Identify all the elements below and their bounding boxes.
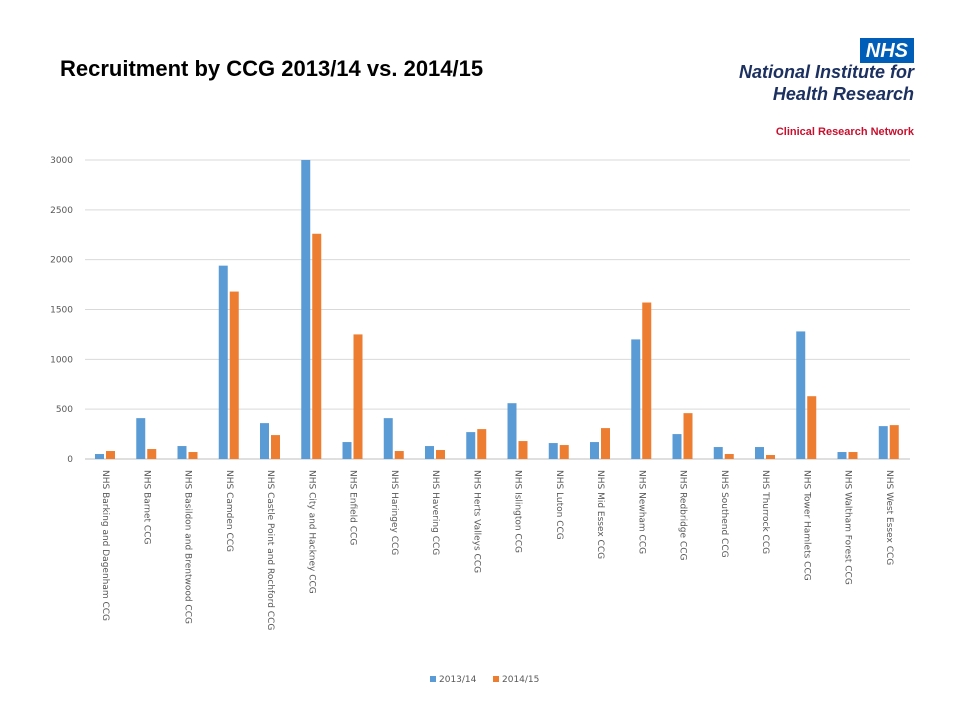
x-tick-label: NHS Waltham Forest CCG xyxy=(843,470,853,585)
nhs-logo-box: NHS xyxy=(859,38,914,63)
x-tick-label: NHS Redbridge CCG xyxy=(678,470,688,560)
bar-2013-14 xyxy=(177,446,187,459)
bar-2014-15 xyxy=(147,449,157,459)
bar-2014-15 xyxy=(601,428,610,459)
legend-swatch xyxy=(493,676,499,682)
x-tick-label: NHS Basildon and Brentwood CCG xyxy=(183,470,193,624)
bar-2014-15 xyxy=(188,452,198,459)
bar-2014-15 xyxy=(436,450,445,459)
y-axis: 0 500 1000 1500 2000 2500 3000 xyxy=(50,156,73,465)
bar-2013-14 xyxy=(383,418,393,459)
y-tick-label: 0 xyxy=(67,455,73,465)
bar-2014-15 xyxy=(106,451,115,459)
legend-label: 2013/14 xyxy=(439,675,477,685)
bar-2014-15 xyxy=(642,302,652,459)
bar-2014-15 xyxy=(724,454,734,459)
bar-2013-14 xyxy=(590,442,599,459)
y-tick-label: 500 xyxy=(56,405,73,415)
bar-2014-15 xyxy=(312,233,322,459)
y-tick-label: 2500 xyxy=(50,206,73,216)
bar-2014-15 xyxy=(807,396,817,459)
bar-2013-14 xyxy=(218,265,228,459)
bar-2013-14 xyxy=(672,434,682,459)
y-tick-label: 2000 xyxy=(50,256,73,266)
gridlines xyxy=(85,159,910,460)
x-tick-label: NHS West Essex CCG xyxy=(884,470,894,565)
bar-2014-15 xyxy=(848,452,858,459)
y-tick-label: 1500 xyxy=(50,306,73,316)
bar-2013-14 xyxy=(631,339,641,459)
chart-title: Recruitment by CCG 2013/14 vs. 2014/15 xyxy=(60,56,484,81)
bar-2013-14 xyxy=(425,446,434,459)
legend: 2013/14 2014/15 xyxy=(430,675,539,685)
x-tick-label: NHS Camden CCG xyxy=(224,470,234,552)
x-tick-label: NHS Enfield CCG xyxy=(348,470,358,545)
x-tick-label: NHS Castle Point and Rochford CCG xyxy=(265,470,275,630)
logo-org-line2: Health Research xyxy=(772,84,914,104)
bar-2014-15 xyxy=(559,445,569,459)
bar-2014-15 xyxy=(766,455,775,459)
bar-2013-14 xyxy=(95,454,104,459)
x-tick-label: NHS Havering CCG xyxy=(430,470,440,555)
x-tick-label: NHS Barking and Dagenham CCG xyxy=(100,470,110,621)
bar-2013-14 xyxy=(507,403,517,459)
bar-2013-14 xyxy=(301,160,311,459)
bar-2013-14 xyxy=(755,447,764,459)
x-tick-label: NHS Newham CCG xyxy=(636,470,646,554)
bar-2014-15 xyxy=(683,413,693,459)
bar-2013-14 xyxy=(342,442,352,459)
logo-org-line1: National Institute for xyxy=(739,62,914,82)
nihr-logo: NHS National Institute for Health Resear… xyxy=(720,38,920,148)
bars xyxy=(95,160,899,459)
y-tick-label: 3000 xyxy=(50,156,73,166)
bar-2014-15 xyxy=(394,451,404,459)
bar-2014-15 xyxy=(271,435,280,459)
x-tick-label: NHS Barnet CCG xyxy=(141,470,151,545)
bar-2013-14 xyxy=(713,447,723,459)
legend-label: 2014/15 xyxy=(502,675,539,685)
bar-2013-14 xyxy=(466,432,476,459)
bar-2013-14 xyxy=(260,423,269,459)
x-tick-label: NHS Mid Essex CCG xyxy=(595,470,605,559)
x-tick-label: NHS City and Hackney CCG xyxy=(306,470,316,594)
x-tick-label: NHS Southend CCG xyxy=(719,470,729,558)
x-tick-label: NHS Luton CCG xyxy=(554,470,564,540)
bar-2014-15 xyxy=(229,291,239,459)
bar-2014-15 xyxy=(518,441,528,459)
x-tick-label: NHS Islington CCG xyxy=(513,470,523,553)
x-tick-label: NHS Haringey CCG xyxy=(389,470,399,555)
x-tick-label: NHS Herts Valleys CCG xyxy=(471,470,481,573)
x-axis: NHS Barking and Dagenham CCG NHS Barnet C… xyxy=(100,470,894,630)
bar-2013-14 xyxy=(878,426,888,459)
y-tick-label: 1000 xyxy=(50,355,73,365)
logo-network-name: Clinical Research Network xyxy=(775,126,914,138)
bar-2013-14 xyxy=(796,331,806,459)
bar-2013-14 xyxy=(837,452,847,459)
bar-2013-14 xyxy=(136,418,146,459)
bar-2013-14 xyxy=(548,443,558,459)
bar-2014-15 xyxy=(889,425,899,459)
bar-2014-15 xyxy=(353,334,363,459)
x-tick-label: NHS Tower Hamlets CCG xyxy=(801,470,811,581)
x-tick-label: NHS Thurrock CCG xyxy=(760,470,770,554)
bar-2014-15 xyxy=(477,429,487,459)
legend-swatch xyxy=(430,676,436,682)
